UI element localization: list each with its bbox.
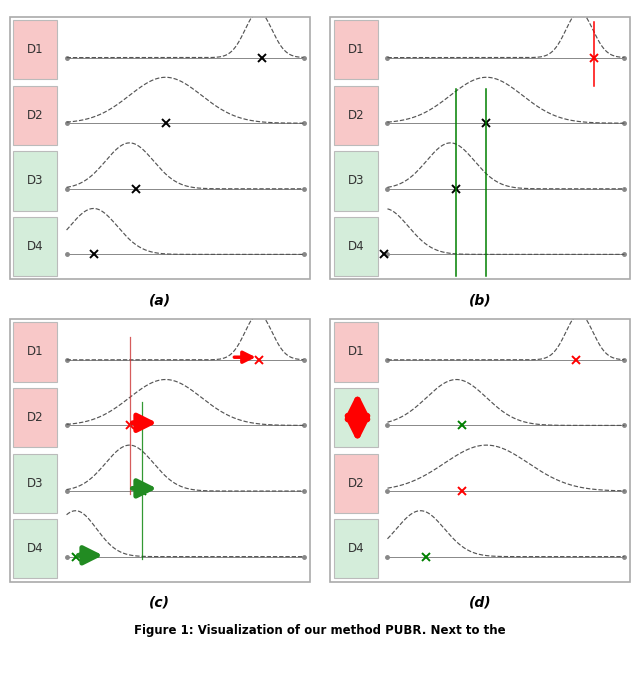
FancyBboxPatch shape — [334, 519, 378, 578]
Text: (b): (b) — [469, 294, 492, 308]
FancyBboxPatch shape — [13, 454, 57, 512]
Text: D3: D3 — [348, 175, 364, 188]
Text: D3: D3 — [27, 477, 44, 489]
FancyBboxPatch shape — [13, 20, 57, 79]
FancyBboxPatch shape — [13, 86, 57, 145]
Text: D1: D1 — [348, 345, 364, 358]
Text: D2: D2 — [27, 109, 44, 122]
FancyBboxPatch shape — [334, 322, 378, 382]
Text: (c): (c) — [149, 596, 170, 610]
Text: (d): (d) — [469, 596, 492, 610]
Text: D4: D4 — [27, 240, 44, 253]
Text: D2: D2 — [27, 411, 44, 424]
FancyBboxPatch shape — [334, 217, 378, 276]
Text: D1: D1 — [27, 43, 44, 56]
FancyBboxPatch shape — [13, 217, 57, 276]
Text: D4: D4 — [348, 240, 364, 253]
FancyBboxPatch shape — [334, 86, 378, 145]
Text: Figure 1: Visualization of our method PUBR. Next to the: Figure 1: Visualization of our method PU… — [134, 624, 506, 637]
Text: (a): (a) — [148, 294, 171, 308]
Text: D2: D2 — [348, 477, 364, 489]
Text: D3: D3 — [27, 175, 44, 188]
Text: D2: D2 — [348, 109, 364, 122]
Text: D4: D4 — [348, 542, 364, 555]
FancyBboxPatch shape — [13, 519, 57, 578]
FancyBboxPatch shape — [13, 151, 57, 211]
Text: D3: D3 — [348, 411, 364, 424]
Text: D1: D1 — [348, 43, 364, 56]
FancyBboxPatch shape — [334, 20, 378, 79]
FancyBboxPatch shape — [13, 322, 57, 382]
FancyBboxPatch shape — [334, 454, 378, 512]
Text: D1: D1 — [27, 345, 44, 358]
FancyBboxPatch shape — [334, 388, 378, 447]
FancyBboxPatch shape — [334, 151, 378, 211]
Text: D4: D4 — [27, 542, 44, 555]
FancyBboxPatch shape — [13, 388, 57, 447]
